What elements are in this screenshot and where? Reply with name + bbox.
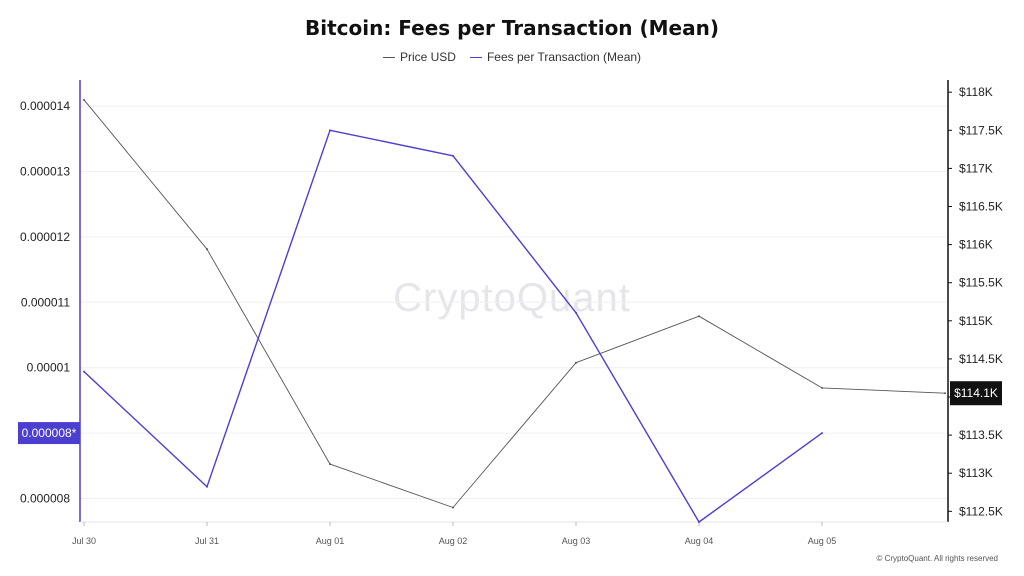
- last-value-badge-price: [950, 381, 1002, 406]
- right-tick-label: $113K: [959, 466, 993, 480]
- left-tick-label: 0.000011: [21, 295, 70, 309]
- data-point-fees: [452, 154, 454, 157]
- legend-item-fees[interactable]: Fees per Transaction (Mean): [469, 50, 642, 64]
- data-point-price: [83, 98, 85, 101]
- data-point-price: [206, 248, 208, 251]
- data-point-price: [698, 315, 700, 318]
- data-point-price: [821, 386, 823, 389]
- right-tick-label: $117K: [959, 161, 993, 175]
- legend-swatch-fees: [469, 56, 482, 58]
- right-tick-label: $114.5K: [959, 352, 1003, 366]
- data-point-price: [329, 463, 331, 466]
- right-tick-label: $113.5K: [959, 428, 1003, 442]
- left-tick-label: 0.00001: [27, 361, 71, 375]
- data-point-fees: [329, 129, 331, 132]
- x-tick-label: Aug 01: [316, 536, 345, 546]
- left-tick-label: 0.000008: [20, 491, 70, 505]
- right-tick-label: $115K: [959, 314, 993, 328]
- copyright-notice: © CryptoQuant. All rights reserved: [876, 554, 999, 563]
- legend-swatch-price: [382, 56, 395, 58]
- data-point-price: [944, 392, 946, 395]
- data-point-fees: [206, 485, 208, 488]
- data-point-fees: [83, 370, 85, 373]
- legend-item-price[interactable]: Price USD: [382, 50, 456, 64]
- data-point-price: [575, 361, 577, 364]
- x-tick-label: Jul 31: [195, 536, 219, 546]
- series-line-price: [83, 99, 946, 508]
- legend: Price USD Fees per Transaction (Mean): [0, 50, 1024, 64]
- legend-label-fees: Fees per Transaction (Mean): [486, 50, 642, 64]
- data-point-fees: [821, 432, 823, 435]
- series-line-fees: [83, 129, 823, 523]
- last-value-badge-fees: [18, 422, 80, 445]
- legend-label-price: Price USD: [399, 50, 456, 64]
- data-point-fees: [698, 521, 700, 523]
- last-value-label-price: $114.1K: [954, 386, 998, 400]
- left-tick-label: 0.000012: [20, 230, 70, 244]
- x-tick-label: Aug 05: [808, 536, 837, 546]
- x-tick-label: Aug 03: [562, 536, 591, 546]
- data-point-fees: [575, 311, 577, 314]
- right-tick-label: $116.5K: [959, 200, 1003, 214]
- left-tick-label: 0.000013: [20, 165, 70, 179]
- right-tick-label: $117.5K: [959, 123, 1003, 137]
- right-tick-label: $116K: [959, 238, 993, 252]
- chart-title: Bitcoin: Fees per Transaction (Mean): [304, 16, 719, 40]
- x-tick-label: Aug 02: [439, 536, 468, 546]
- right-tick-label: $118K: [959, 85, 993, 99]
- right-tick-label: $112.5K: [959, 504, 1003, 518]
- left-tick-label: 0.000014: [20, 99, 70, 113]
- x-tick-label: Aug 04: [685, 536, 714, 546]
- right-tick-label: $115.5K: [959, 276, 1003, 290]
- x-tick-label: Jul 30: [72, 536, 96, 546]
- last-value-label-fees: 0.000008*: [22, 426, 77, 440]
- data-point-price: [452, 506, 454, 509]
